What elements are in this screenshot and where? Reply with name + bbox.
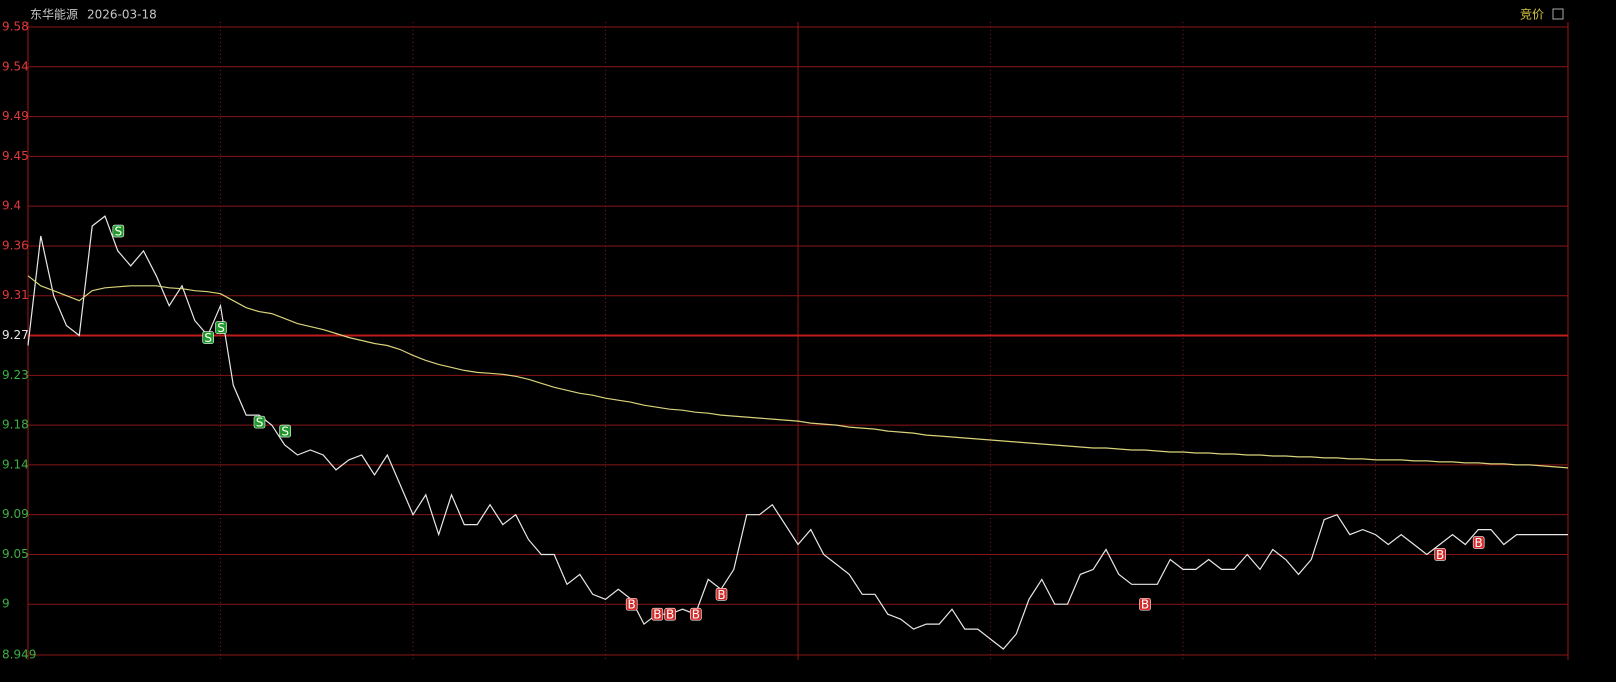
signal-marker: S [112,224,125,239]
trade-date: 2026-03-18 [87,8,157,22]
signal-box [690,607,702,621]
y-tick-label: 9.23 [2,368,29,382]
signal-marker: B [1139,597,1151,612]
signal-marker: B [715,587,728,602]
y-tick-label: 9 [2,597,10,611]
signal-box [202,331,214,344]
signal-marker: S [253,415,266,430]
y-tick-label: 9.09 [2,507,29,521]
signal-box [625,597,638,611]
price-line [27,215,1568,650]
y-tick-label: 9.27 [2,328,29,342]
signal-marker: S [279,424,291,439]
signal-marker: B [625,597,638,612]
signal-marker: B [690,607,702,622]
y-tick-label: 9.31 [2,288,29,302]
signal-box [1139,597,1151,611]
y-tick-label: 9.14 [2,457,29,471]
y-tick-label: 9.54 [2,59,29,73]
signal-label: B [653,608,661,622]
signal-label: B [1141,598,1149,612]
signal-label: B [628,598,636,612]
signal-box [112,224,125,238]
y-tick-label: 9.18 [2,418,29,432]
signal-label: S [204,331,212,345]
y-tick-label: 9.58 [2,20,29,34]
signal-marker: B [664,607,676,622]
signal-box [253,415,266,429]
y-tick-label: 8.949 [2,648,36,662]
signal-label: S [115,225,123,239]
signal-label: B [1436,548,1444,562]
y-tick-label: 9.36 [2,238,29,252]
signal-marker: B [651,607,664,622]
y-tick-label: 9.49 [2,109,29,123]
signal-box [215,321,227,334]
average-line [27,275,1569,469]
signal-label: S [281,425,289,439]
signal-marker: S [215,321,227,335]
signal-label: B [692,608,700,622]
signal-marker: B [1472,536,1485,550]
signal-box [664,607,676,621]
signal-label: B [717,588,725,602]
signal-box [651,607,664,621]
signal-label: B [1475,536,1483,550]
signal-marker: S [202,331,214,345]
signal-label: B [666,608,674,622]
signal-label: S [217,321,225,335]
signal-box [1434,548,1446,561]
mode-label[interactable]: 竞价 [1520,8,1544,22]
signal-marker: B [1434,548,1446,562]
y-tick-label: 9.05 [2,547,29,561]
signal-label: S [256,416,264,430]
toggle-icon[interactable] [1552,8,1564,20]
stock-name: 东华能源 [30,8,78,22]
signal-box [279,424,291,438]
signal-box [1472,536,1485,549]
y-tick-label: 9.45 [2,149,29,163]
y-tick-label: 9.4 [2,199,21,213]
signal-box [715,587,728,601]
